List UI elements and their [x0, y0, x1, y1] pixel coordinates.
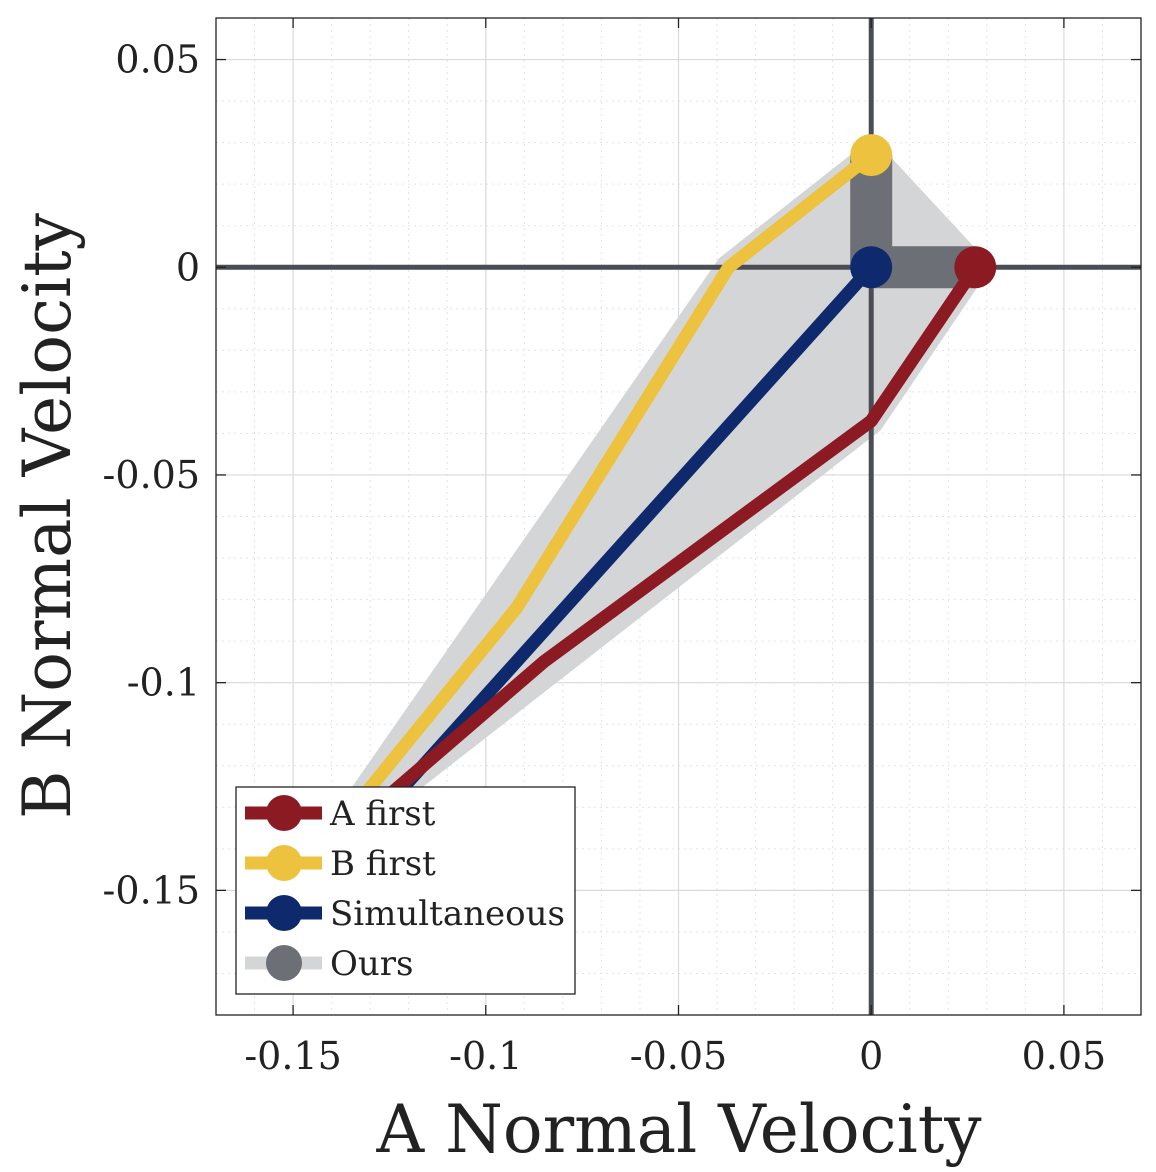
- series-marker-a-first: [954, 246, 997, 289]
- y-tick-label: -0.1: [127, 661, 200, 705]
- x-tick-label: 0.05: [1022, 1034, 1107, 1078]
- legend-label: Simultaneous: [330, 894, 565, 934]
- legend: A first B first Simultaneous Ours: [235, 786, 576, 995]
- x-tick-label: -0.1: [449, 1034, 522, 1078]
- x-tick-label: 0: [859, 1034, 883, 1078]
- series-marker-simultaneous: [850, 246, 893, 289]
- x-tick-labels: -0.15 -0.1 -0.05 0 0.05: [244, 1034, 1106, 1078]
- x-tick-label: -0.15: [244, 1034, 341, 1078]
- y-tick-label: 0.05: [115, 38, 200, 82]
- legend-swatch-marker: [266, 895, 302, 931]
- x-axis-label: A Normal Velocity: [375, 1091, 982, 1168]
- legend-label: B first: [330, 844, 436, 884]
- x-tick-label: -0.05: [630, 1034, 727, 1078]
- y-tick-label: -0.15: [103, 868, 200, 912]
- legend-label: Ours: [330, 944, 413, 984]
- series-line-simultaneous: [376, 262, 877, 816]
- y-tick-labels: 0.05 0 -0.05 -0.1 -0.15: [103, 38, 200, 913]
- tick-marks: [216, 18, 1141, 1015]
- legend-swatch-marker: [266, 795, 302, 831]
- legend-swatch-marker: [266, 845, 302, 881]
- y-axis-label: B Normal Velocity: [9, 212, 86, 819]
- legend-label: A first: [329, 794, 436, 834]
- series-line-b-first: [345, 149, 876, 816]
- y-tick-label: 0: [176, 245, 200, 289]
- legend-swatch-marker: [266, 945, 302, 981]
- series-line-a-first: [365, 263, 981, 817]
- series-marker-b-first: [850, 134, 893, 177]
- y-tick-label: -0.05: [103, 453, 200, 497]
